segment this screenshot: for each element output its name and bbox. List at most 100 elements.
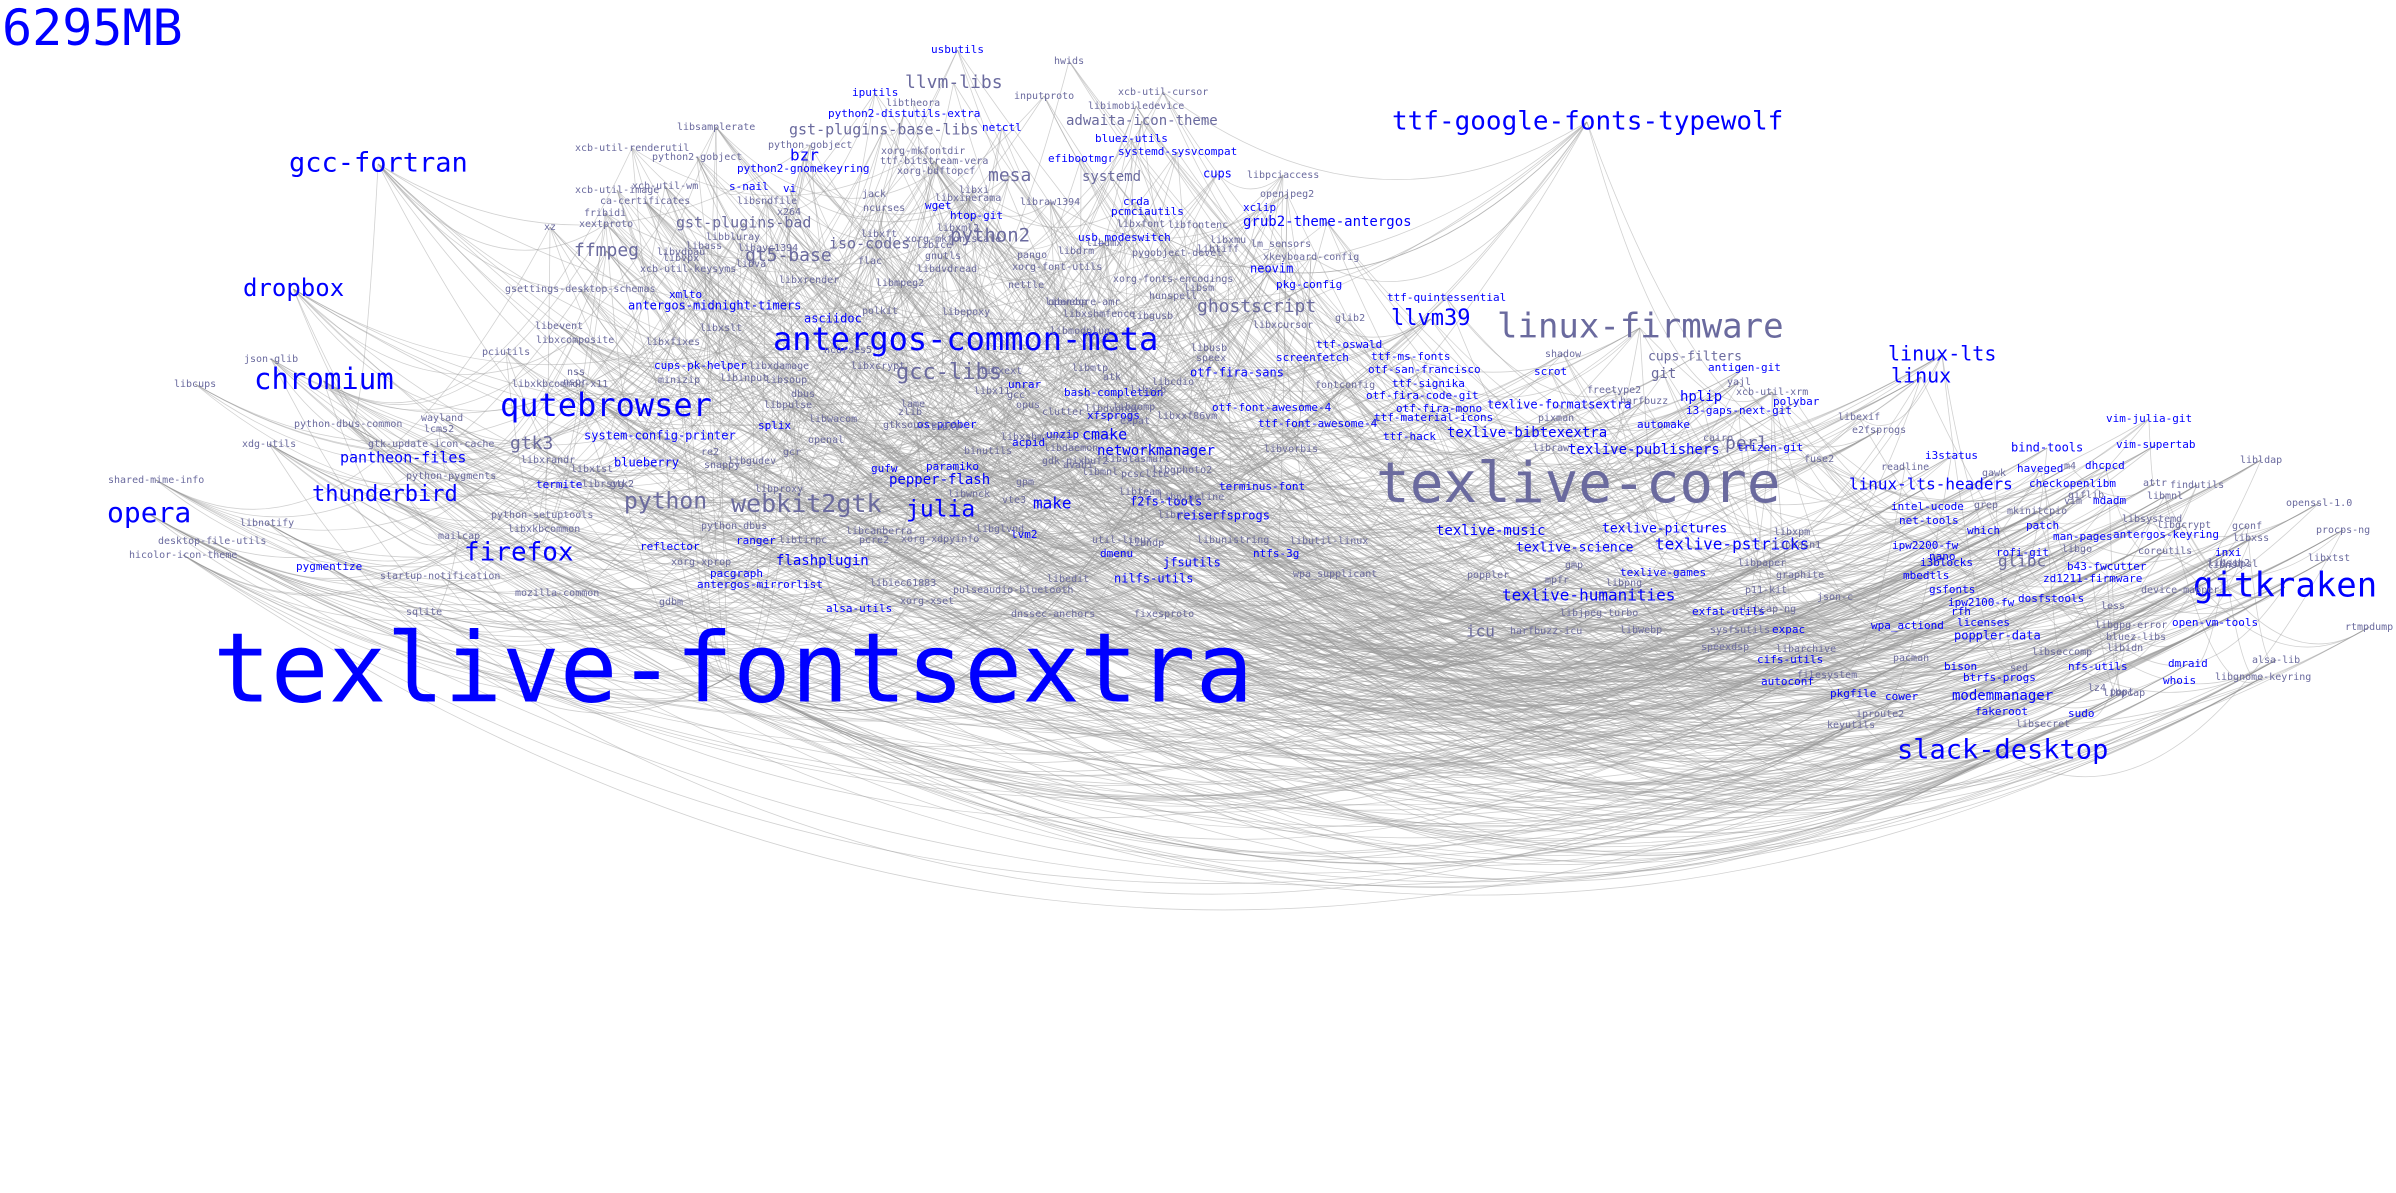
dependency-edge (805, 458, 1820, 642)
package-label-libsndfile: libsndfile (737, 196, 797, 207)
dependency-edge (696, 156, 1017, 418)
dependency-edge (873, 442, 1029, 555)
dependency-edge (2187, 564, 2226, 668)
package-label-whois: whois (2163, 674, 2196, 687)
package-label-pcmciautils: pcmciautils (1111, 205, 1184, 218)
dependency-edge (767, 247, 1310, 358)
dependency-edge (933, 160, 1051, 217)
dependency-edge (1162, 91, 1740, 429)
dependency-edge (1062, 434, 2330, 715)
dependency-edge (1080, 158, 1801, 629)
package-label-expat: expat (1120, 416, 1150, 427)
dependency-edge (909, 381, 1174, 448)
package-label-sed: sed (2010, 663, 2028, 674)
dependency-edge (778, 488, 1167, 559)
dependency-edge (755, 200, 768, 542)
package-label-intel-ucode: intel-ucode (1891, 500, 1964, 513)
dependency-edge (194, 150, 924, 454)
dependency-edge (1141, 120, 1641, 373)
dependency-edge (774, 211, 790, 428)
dependency-edge (1130, 138, 1881, 762)
dependency-edge (559, 383, 1336, 655)
dependency-edge (791, 451, 1625, 680)
dependency-edge (182, 245, 705, 595)
dependency-edge (549, 226, 2063, 798)
package-label-libraw1394: libraw1394 (1020, 197, 1080, 208)
dependency-edge (944, 197, 969, 429)
dependency-edge (559, 294, 686, 396)
package-label-asciidoc: asciidoc (804, 312, 862, 326)
dependency-edge (605, 406, 1192, 567)
dependency-edge (1555, 417, 1926, 583)
dependency-edge (1083, 301, 1984, 705)
dependency-edge (1079, 330, 1987, 605)
dependency-edge (575, 371, 757, 554)
dependency-edge (1799, 483, 2090, 606)
dependency-edge (1326, 221, 1807, 679)
dependency-edge (266, 484, 560, 562)
dependency-edge (1023, 243, 1282, 551)
dependency-edge (402, 339, 576, 473)
dependency-edge (377, 163, 2137, 809)
dependency-edge (1113, 415, 1770, 674)
package-label-julia: julia (906, 497, 975, 523)
dependency-edge (968, 493, 2285, 756)
package-label-linux-lts: linux-lts (1888, 342, 1996, 366)
package-label-libusb: libusb (1191, 343, 1227, 354)
dependency-edge (1999, 459, 2262, 697)
dependency-edge (731, 408, 1113, 703)
dependency-edge (1141, 120, 2262, 567)
dependency-edge (1818, 418, 2150, 503)
dependency-edge (1024, 481, 1625, 653)
package-label-ttf-ms-fonts: ttf-ms-fonts (1371, 350, 1450, 363)
dependency-edge (869, 243, 1733, 624)
dependency-edge (687, 268, 1491, 607)
dependency-edge (802, 539, 1801, 712)
dependency-edge (709, 451, 1984, 697)
dependency-edge (678, 379, 1147, 588)
dependency-edge (2069, 465, 2156, 497)
package-label-libxtst2: libxtst (571, 464, 613, 475)
dependency-edge (1028, 429, 1880, 565)
dependency-edge (605, 223, 1953, 722)
package-label-libxv: libxv (930, 422, 960, 433)
dependency-edge (766, 92, 876, 210)
dependency-edge (912, 403, 1069, 590)
dependency-edge (631, 147, 732, 678)
dependency-edge (672, 341, 2002, 842)
dependency-edge (591, 305, 715, 478)
dependency-edge (1043, 95, 1310, 306)
package-label-icu: icu (1466, 622, 1495, 641)
dependency-edge (1080, 158, 1178, 262)
dependency-edge (750, 155, 805, 269)
package-label-xorg-font-utils: xorg-font-utils (1012, 262, 1102, 273)
package-label-grub2-theme-antergos: grub2-theme-antergos (1243, 214, 1412, 230)
dependency-edge (847, 349, 1001, 540)
dependency-edge (912, 127, 1003, 408)
dependency-edge (1640, 629, 2125, 754)
dependency-edge (1013, 499, 1798, 650)
dependency-edge (1446, 297, 1664, 398)
package-label-iso-codes: iso-codes (829, 235, 910, 253)
dependency-edge (999, 528, 2285, 759)
dependency-edge (999, 418, 2150, 672)
dependency-edge (423, 211, 790, 633)
package-label-xmlto: xmlto (669, 288, 702, 301)
dependency-edge (933, 160, 1257, 337)
dependency-edge (873, 466, 1906, 674)
dependency-edge (323, 380, 941, 604)
package-label-libxml2: libxml2 (937, 223, 979, 234)
dependency-edge (952, 242, 1105, 476)
dependency-edge (1480, 418, 2150, 697)
package-label-f2fs-tools: f2fs-tools (1130, 495, 1202, 509)
dependency-edge (680, 251, 1053, 532)
package-label-libxss: libxss (2233, 533, 2269, 544)
dependency-edge (1155, 448, 1292, 475)
dependency-edge (1049, 201, 1423, 428)
dependency-edge (458, 535, 2264, 896)
dependency-edge (714, 201, 1051, 342)
dependency-edge (1031, 254, 1998, 720)
package-label-acpid: acpid (1012, 436, 1045, 449)
dependency-edge (1111, 176, 2083, 624)
package-label-less: less (2101, 601, 2125, 612)
